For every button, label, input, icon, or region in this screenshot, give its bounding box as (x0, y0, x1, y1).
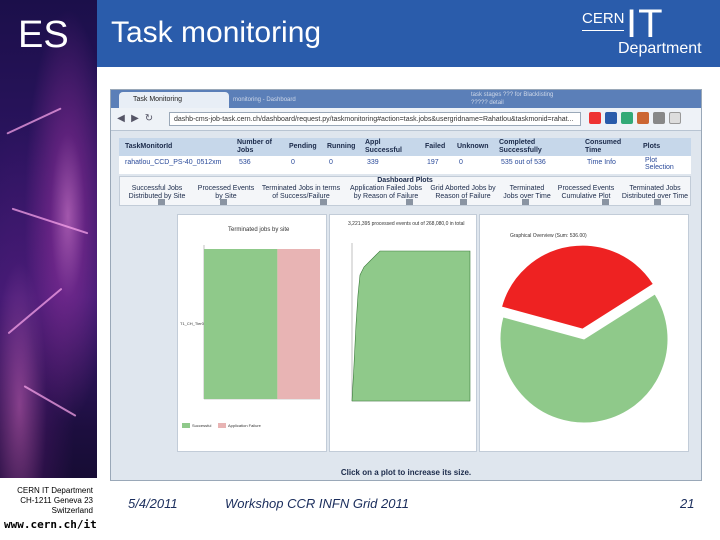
es-abbrev: ES (18, 14, 69, 56)
footer-date: 5/4/2011 (128, 496, 178, 511)
task-summary-table: TaskMonitorId Number of Jobs Pending Run… (119, 138, 691, 174)
plots-title: Dashboard Plots (377, 177, 433, 184)
plot-button-icon[interactable] (320, 199, 327, 205)
address-block: CERN IT Department CH-1211 Geneva 23 Swi… (17, 486, 93, 516)
page-title: Task monitoring (111, 16, 322, 49)
legend-label: Successful (192, 423, 211, 428)
col-header: TaskMonitorId (125, 143, 173, 150)
col-header: Completed Successfully (499, 139, 542, 154)
address-line: CH-1211 Geneva 23 (20, 496, 93, 505)
address-bar[interactable]: dashb-cms-job-task.cern.ch/dashboard/req… (169, 112, 581, 126)
browser-tab-faded[interactable]: task stages ??? for Blacklisting ????? d… (471, 91, 601, 107)
pie-slices (499, 244, 669, 424)
cumulative-area (351, 250, 471, 402)
col-header: Running (327, 143, 356, 150)
appl-success-count[interactable]: 339 (367, 159, 379, 166)
browser-tab[interactable]: Task Monitoring (119, 92, 229, 108)
browser-toolbar: ◀ ▶ ↻ dashb-cms-job-task.cern.ch/dashboa… (111, 108, 701, 131)
legend-swatch (182, 423, 190, 428)
plot-button-icon[interactable] (602, 199, 609, 205)
running-count[interactable]: 0 (329, 159, 333, 166)
cern-it-logo: CERN IT Department (582, 2, 712, 60)
pie-slice (500, 244, 655, 330)
page-number: 21 (680, 496, 695, 511)
unknown-count[interactable]: 0 (459, 159, 463, 166)
jobs-count[interactable]: 536 (239, 159, 251, 166)
plot-button-icon[interactable] (158, 199, 165, 205)
wrench-icon[interactable] (669, 112, 681, 124)
plot-link[interactable]: Successful Jobs Distributed by Site (128, 185, 186, 200)
plot-button-icon[interactable] (220, 199, 227, 205)
col-header: Number of Jobs (237, 139, 272, 154)
completed-value[interactable]: 535 out of 536 (501, 159, 546, 166)
address-line: CERN IT Department (17, 486, 93, 495)
plot-caption: Click on a plot to increase its size. (340, 468, 472, 477)
graphical-overview-plot[interactable]: Graphical Overview (Sum: 536.00) (479, 214, 689, 452)
bar-chart-svg: Terminated jobs by site T1_CH_Tier0 Succ… (180, 217, 322, 445)
dashboard-plots-bar: Dashboard Plots Successful Jobs Distribu… (119, 176, 691, 206)
extension-icon[interactable] (589, 112, 601, 124)
footer-event: Workshop CCR INFN Grid 2011 (225, 496, 409, 511)
col-header: Unknown (457, 143, 489, 150)
plot-title: 3,221,395 processed events out of 268,08… (348, 221, 464, 227)
plot-link[interactable]: Application Failed Jobs by Reason of Fai… (350, 185, 422, 200)
reload-icon[interactable]: ↻ (144, 113, 154, 124)
bar-failure (277, 249, 320, 399)
extension-icon[interactable] (653, 112, 665, 124)
legend-label: Application Failure (228, 423, 262, 428)
browser-tab-faded[interactable]: monitoring - Dashboard (233, 97, 296, 103)
plot-title: Terminated jobs by site (228, 227, 290, 233)
tab-faded-line: task stages ??? for Blacklisting (471, 92, 554, 98)
website-url[interactable]: www.cern.ch/it (4, 518, 97, 531)
bar-successful (204, 249, 278, 399)
area-chart-svg: 3,221,395 processed events out of 268,08… (348, 221, 471, 402)
processed-events-plot[interactable]: 3,221,395 processed events out of 268,08… (329, 214, 477, 452)
plasma-sidebar: ES (0, 0, 97, 540)
sidebar-footer: CERN IT Department CH-1211 Geneva 23 Swi… (0, 478, 97, 540)
col-header: Consumed Time (585, 139, 622, 154)
forward-icon[interactable]: ▶ (131, 113, 139, 124)
plot-link[interactable]: Processed Events Cumulative Plot (557, 185, 615, 200)
plot-title: Graphical Overview (Sum: 536.00) (510, 233, 587, 239)
plot-link[interactable]: Processed Events by Site (197, 185, 255, 200)
plot-button-icon[interactable] (522, 199, 529, 205)
extension-icon[interactable] (637, 112, 649, 124)
browser-screenshot: Task Monitoring monitoring - Dashboard t… (110, 89, 702, 481)
failed-count[interactable]: 197 (427, 159, 439, 166)
header-bar: Task monitoring CERN IT Department (97, 0, 720, 67)
col-header: Pending (289, 143, 317, 150)
pie-slice (499, 293, 669, 424)
plot-selection-link[interactable]: Plot Selection (645, 157, 674, 171)
plot-link[interactable]: Terminated Jobs Distributed over Time (621, 185, 689, 200)
pending-count[interactable]: 0 (291, 159, 295, 166)
plot-button-icon[interactable] (406, 199, 413, 205)
tab-faded-line: ????? detail (471, 100, 504, 106)
table-row: rahatlou_CCD_PS-40_0512xm 536 0 0 339 19… (119, 156, 691, 171)
back-icon[interactable]: ◀ (117, 113, 125, 124)
task-id-link[interactable]: rahatlou_CCD_PS-40_0512xm (125, 159, 222, 166)
plot-button-icon[interactable] (654, 199, 661, 205)
table-header: TaskMonitorId Number of Jobs Pending Run… (119, 138, 691, 156)
logo-department: Department (618, 40, 702, 57)
site-label: T1_CH_Tier0 (180, 321, 205, 326)
pie-chart-svg: Graphical Overview (Sum: 536.00) (499, 233, 669, 424)
logo-rule (582, 30, 624, 31)
plot-button-icon[interactable] (460, 199, 467, 205)
logo-it: IT (626, 2, 664, 46)
col-header: Plots (643, 143, 661, 150)
plot-link[interactable]: Grid Aborted Jobs by Reason of Failure (430, 185, 496, 200)
legend-swatch (218, 423, 226, 428)
browser-tabbar: Task Monitoring monitoring - Dashboard t… (111, 90, 701, 108)
extension-icon[interactable] (621, 112, 633, 124)
col-header: Appl Successful (365, 139, 402, 154)
time-info-link[interactable]: Time Info (587, 159, 616, 166)
terminated-jobs-by-site-plot[interactable]: Terminated jobs by site T1_CH_Tier0 Succ… (177, 214, 327, 452)
extension-icon[interactable] (605, 112, 617, 124)
plot-link[interactable]: Terminated Jobs over Time (503, 185, 551, 200)
plot-link[interactable]: Terminated Jobs in terms of Success/Fail… (261, 185, 341, 200)
address-line: Switzerland (51, 506, 93, 515)
logo-cern: CERN (582, 10, 625, 27)
col-header: Failed (425, 143, 446, 150)
